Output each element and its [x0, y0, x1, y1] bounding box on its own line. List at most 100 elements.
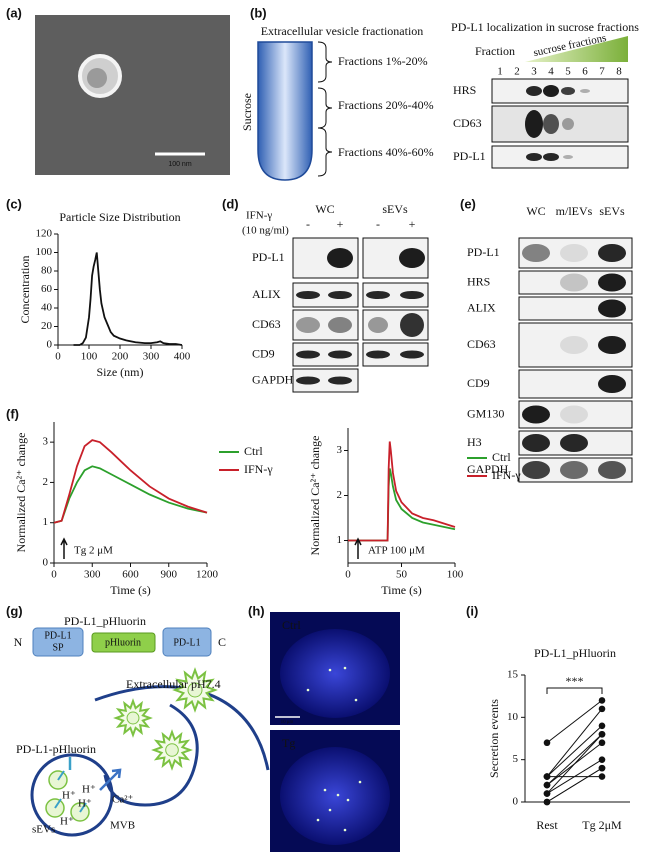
- y-tick-label: 5: [513, 753, 519, 765]
- blot-band: [598, 461, 626, 479]
- scale-bar-label: 10 μm: [281, 720, 294, 725]
- brace: [317, 87, 333, 129]
- mvb-label: MVB: [110, 820, 135, 832]
- point: [598, 773, 606, 780]
- panel-label: (f): [6, 406, 19, 421]
- panel-label: (b): [250, 5, 267, 20]
- data-line: [348, 468, 456, 542]
- title: PD-L1 localization in sucrose fractions: [451, 20, 639, 34]
- lane-sign: -: [376, 217, 380, 231]
- legend-label: IFN-γ: [492, 468, 521, 482]
- blot-band: [598, 336, 626, 354]
- point: [598, 730, 606, 738]
- lane-number: 7: [599, 66, 605, 78]
- x-tick-label: 0: [345, 569, 351, 581]
- blot-band: [560, 461, 588, 479]
- y-tick-label: 40: [41, 302, 53, 314]
- fusing-membrane: [103, 703, 199, 807]
- vesicle-dot: [346, 798, 350, 802]
- brace: [317, 127, 333, 177]
- blot-band: [366, 291, 390, 299]
- row-label: H3: [467, 435, 482, 449]
- blot-band: [327, 248, 353, 268]
- x-tick-label: Tg 2μM: [582, 818, 622, 832]
- blot-band: [296, 317, 320, 333]
- arrow: [60, 537, 68, 559]
- vesicle-dot: [358, 780, 362, 784]
- y-tick-label: 0: [43, 557, 49, 569]
- domain-label: SP: [52, 642, 64, 653]
- arrow: [354, 537, 362, 559]
- terminus: C: [218, 635, 226, 649]
- calcium: Ca²⁺: [112, 794, 134, 806]
- blot: [362, 237, 429, 279]
- row-label: CD63: [453, 116, 482, 130]
- y-tick-label: 0: [513, 796, 519, 808]
- row-label: GM130: [467, 406, 504, 420]
- blot: [491, 145, 629, 169]
- treatment: IFN-γ: [246, 210, 272, 222]
- data-line: [53, 465, 208, 524]
- domain-label: PD-L1: [173, 637, 200, 648]
- blot-band: [296, 376, 320, 385]
- lane-number: 5: [565, 66, 571, 78]
- lane-number: 6: [582, 66, 588, 78]
- vesicle: [187, 682, 203, 698]
- blot-band: [525, 110, 543, 138]
- point: [543, 773, 551, 780]
- panel-label: (d): [222, 196, 239, 211]
- legend-label: Ctrl: [244, 444, 263, 458]
- domain-label: pHluorin: [105, 637, 141, 648]
- blot: [292, 342, 359, 367]
- y-axis-label: Normalized Ca²⁺ change: [308, 436, 322, 556]
- blot-band: [560, 405, 588, 424]
- chart-title: PD-L1_pHluorin: [534, 646, 616, 660]
- y-tick-label: 80: [41, 265, 53, 277]
- blot-band: [526, 86, 542, 96]
- row-label: PD-L1: [467, 245, 500, 259]
- blot-band: [400, 350, 424, 359]
- pair-line: [546, 733, 603, 786]
- row-label: PD-L1: [252, 250, 285, 264]
- lane-number: 4: [548, 66, 554, 78]
- lane-number: 2: [514, 66, 520, 78]
- blot: [491, 78, 629, 104]
- fraction-range: Fractions 1%-20%: [338, 54, 428, 68]
- blot-band: [598, 299, 626, 318]
- domain: [91, 632, 156, 653]
- row-label: HRS: [453, 83, 476, 97]
- vesicle-dot: [306, 688, 310, 692]
- y-tick-label: 1: [337, 534, 343, 546]
- row-label: GAPDH: [252, 372, 294, 386]
- vesicle-dot: [343, 666, 347, 670]
- row-label: ALIX: [467, 300, 496, 314]
- blot-band: [400, 291, 424, 299]
- lane-number: 1: [497, 66, 503, 78]
- vesicle-dot: [328, 808, 332, 812]
- image-label: Ctrl: [282, 618, 301, 632]
- y-axis-label: Secretion events: [487, 699, 501, 778]
- probe: [57, 770, 65, 781]
- fraction-range: Fractions 40%-60%: [338, 145, 434, 159]
- proton: H⁺: [60, 816, 74, 828]
- blot-band: [560, 336, 588, 354]
- blot-band: [543, 114, 559, 134]
- point: [598, 739, 606, 747]
- legend-label: IFN-γ: [244, 462, 273, 476]
- x-axis-label: Size (nm): [97, 365, 144, 379]
- row-label: PD-L1: [453, 149, 486, 163]
- x-tick-label: 300: [84, 569, 101, 581]
- row-label: CD63: [252, 317, 281, 331]
- blot-band: [560, 244, 588, 262]
- arrow: [99, 768, 122, 791]
- blot-band: [560, 434, 588, 452]
- x-tick-label: 100: [81, 351, 98, 363]
- significance-bracket: [546, 687, 603, 694]
- vesicle-dot: [323, 788, 327, 792]
- blot-band: [580, 89, 590, 93]
- blot-band: [561, 87, 575, 95]
- proton: H⁺: [82, 784, 96, 796]
- x-axis-label: Time (s): [381, 583, 422, 597]
- proton: H⁺: [78, 798, 92, 810]
- y-tick-label: 2: [43, 476, 49, 488]
